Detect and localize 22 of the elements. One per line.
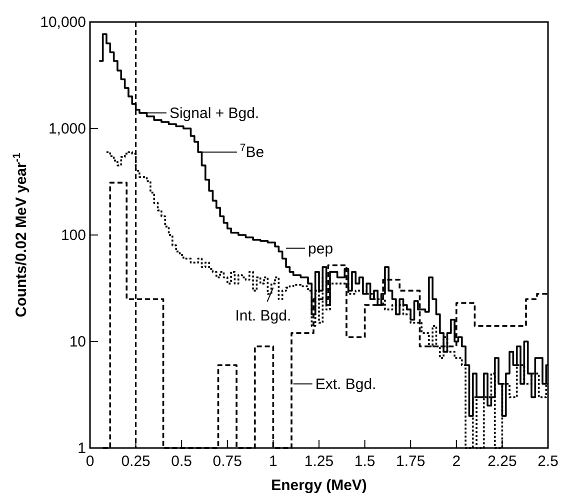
- annotation: Signal + Bgd.: [169, 104, 260, 122]
- x-tick-label: 0: [86, 453, 94, 470]
- y-tick-label: 10,000: [40, 14, 86, 31]
- y-tick-label: 1,000: [48, 120, 86, 138]
- y-tick-label: 100: [60, 227, 86, 244]
- x-tick-label: 1.75: [396, 453, 426, 470]
- x-tick-label: 0.75: [212, 453, 242, 470]
- x-tick-label: 0.25: [121, 453, 150, 470]
- y-tick-label: 1: [78, 440, 86, 457]
- x-axis-title: Energy (MeV): [271, 477, 367, 494]
- x-tick-label: 1.5: [354, 453, 376, 470]
- x-tick-label: 2: [452, 453, 461, 470]
- annotation: $^{7}$Be: [240, 142, 264, 162]
- x-tick-label: 2.25: [488, 453, 517, 470]
- annotation: Ext. Bgd.: [315, 376, 376, 393]
- annotation: Int. Bgd.: [235, 308, 292, 325]
- annotation: pep: [308, 240, 334, 258]
- x-tick-label: 2.5: [538, 453, 558, 470]
- y-tick-label: 10: [69, 334, 86, 350]
- x-tick-label: 0.5: [171, 453, 192, 470]
- x-tick-label: 1: [269, 453, 278, 470]
- x-tick-label: 1.25: [304, 453, 334, 470]
